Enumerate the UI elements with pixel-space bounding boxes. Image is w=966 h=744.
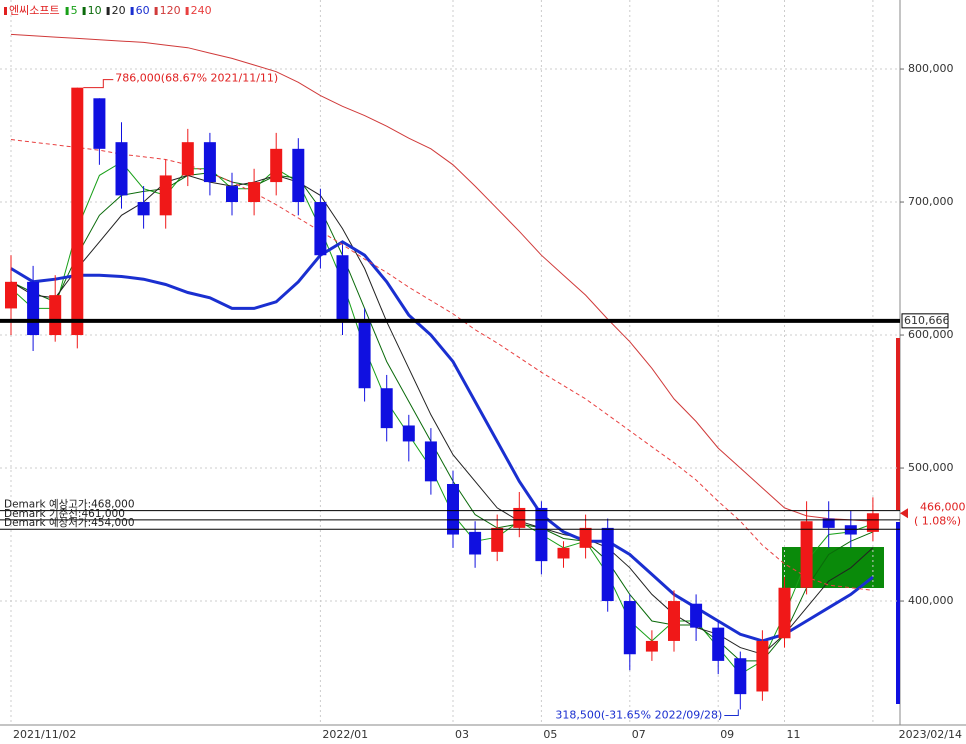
legend-swatch xyxy=(106,7,110,15)
legend-swatch xyxy=(4,7,7,15)
x-tick-label: 07 xyxy=(632,728,646,741)
x-tick-label: 2023/02/14 xyxy=(899,728,962,741)
candle-body xyxy=(822,518,835,528)
x-tick-label: 03 xyxy=(455,728,469,741)
legend-swatch xyxy=(82,7,86,15)
legend-title: 엔씨소프트 xyxy=(9,4,60,17)
legend-label: 240 xyxy=(191,4,212,17)
last-change: ( 1.08%) xyxy=(914,514,961,527)
candle-body xyxy=(734,658,747,695)
candle-body xyxy=(314,202,327,256)
y-tick-label: 600,000 xyxy=(908,328,954,341)
h-line-label: Demark 기준선:461,000 xyxy=(4,508,125,520)
price-marker xyxy=(900,508,908,519)
x-tick-label: 09 xyxy=(720,728,734,741)
candle-body xyxy=(292,148,305,203)
candle-body xyxy=(778,587,791,639)
legend-swatch xyxy=(65,7,69,15)
candle-body xyxy=(756,640,769,692)
candle-body xyxy=(181,142,194,176)
y-tick-label: 500,000 xyxy=(908,461,954,474)
ma-line xyxy=(10,172,874,662)
h-line-label: 610,666 xyxy=(904,314,950,327)
candle-body xyxy=(866,513,879,532)
legend-label: 120 xyxy=(160,4,181,17)
candle-body xyxy=(447,483,459,535)
candle-body xyxy=(690,603,703,628)
candle-body xyxy=(513,507,526,528)
h-line-label: Demark 예상고가:468,000 xyxy=(4,498,135,511)
legend-label: 60 xyxy=(136,4,150,17)
candle-body xyxy=(535,507,548,562)
candle-body xyxy=(645,640,658,652)
ma-line xyxy=(10,240,874,643)
range-bar-down xyxy=(896,522,900,704)
legend-swatch xyxy=(154,7,158,15)
candle-body xyxy=(137,202,150,216)
candle-body xyxy=(402,425,415,442)
annotation-arrow xyxy=(724,709,739,716)
candle-body xyxy=(248,182,261,203)
candle-body xyxy=(380,388,393,429)
candle-body xyxy=(424,441,437,482)
y-tick-label: 700,000 xyxy=(908,195,954,208)
candle-body xyxy=(579,527,592,548)
x-tick-label: 2022/01 xyxy=(322,728,368,741)
candle-body xyxy=(27,281,40,336)
annotation-arrow xyxy=(83,79,114,89)
candle-body xyxy=(49,295,62,336)
y-tick-label: 800,000 xyxy=(908,62,954,75)
candle-body xyxy=(336,255,349,322)
range-bar-up xyxy=(896,338,900,510)
last-price: 466,000 xyxy=(920,500,966,513)
candle-body xyxy=(270,148,283,183)
candle-body xyxy=(159,175,172,216)
candle-body xyxy=(844,525,857,535)
candle-body xyxy=(557,547,570,559)
candle-body xyxy=(115,142,128,196)
h-line-label: Demark 예상저가:454,000 xyxy=(4,516,135,529)
y-tick-label: 400,000 xyxy=(908,594,954,607)
x-tick-label: 11 xyxy=(787,728,801,741)
candle-body xyxy=(358,319,371,389)
candle-body xyxy=(469,531,482,555)
ma-line xyxy=(10,33,873,522)
ma-line xyxy=(10,139,873,591)
legend-swatch xyxy=(130,7,134,15)
candle-body xyxy=(601,527,614,602)
candle-body xyxy=(71,87,84,336)
annotation: 786,000(68.67% 2021/11/11) xyxy=(115,72,278,85)
x-tick-label: 2021/11/02 xyxy=(13,728,76,741)
legend-label: 10 xyxy=(88,4,102,17)
legend-label: 20 xyxy=(112,4,126,17)
candle-body xyxy=(93,98,106,149)
candle-body xyxy=(491,527,504,552)
legend-swatch xyxy=(185,7,189,15)
ma-line xyxy=(10,174,874,655)
candle-body xyxy=(800,521,813,588)
candle-body xyxy=(668,601,680,641)
candle-body xyxy=(623,601,636,655)
h-line-tag xyxy=(901,313,949,329)
candle-body xyxy=(226,186,238,203)
annotation: 318,500(-31.65% 2022/09/28) xyxy=(555,708,722,721)
candle-body xyxy=(203,142,216,183)
legend-label: 5 xyxy=(71,4,78,17)
candle-body xyxy=(712,627,725,661)
x-tick-label: 05 xyxy=(543,728,557,741)
candle-body xyxy=(5,281,17,309)
